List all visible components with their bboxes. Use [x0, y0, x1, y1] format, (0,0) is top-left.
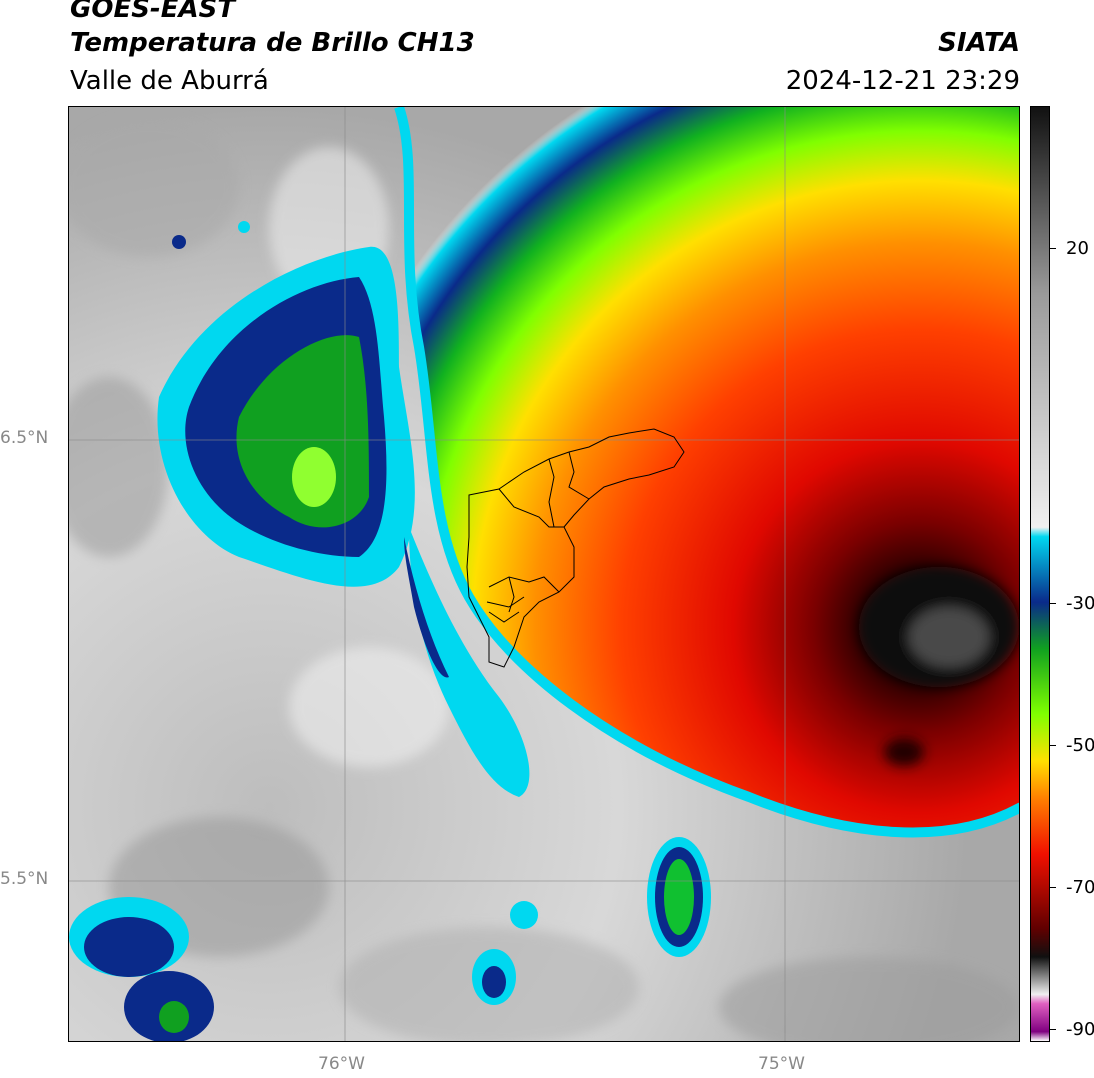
satellite-map[interactable] — [68, 106, 1020, 1042]
storm-system — [399, 107, 1019, 833]
product-title: Temperatura de Brillo CH13 — [70, 28, 475, 58]
timestamp-label: 2024-12-21 23:29 — [785, 66, 1020, 96]
colorbar-tick — [1050, 603, 1056, 604]
satellite-title: GOES-EAST — [70, 0, 236, 24]
temperature-colorbar — [1030, 106, 1050, 1042]
graticule — [69, 107, 1019, 1041]
colorbar-label-minus50: -50 — [1066, 735, 1094, 756]
colorbar-label-minus30: -30 — [1066, 593, 1094, 614]
municipal-boundaries — [466, 428, 685, 668]
scattered-cells — [69, 221, 711, 1041]
region-subtitle: Valle de Aburrá — [70, 66, 269, 96]
colorbar-tick — [1050, 248, 1056, 249]
latitude-label-south: 5.5°N — [0, 869, 49, 889]
storm-outflow-boundary — [394, 107, 1019, 838]
colorbar-tick — [1050, 745, 1056, 746]
longitude-label-west: 76°W — [318, 1054, 365, 1074]
map-canvas — [69, 107, 1019, 1041]
longitude-label-east: 75°W — [758, 1054, 805, 1074]
colorbar-tick — [1050, 887, 1056, 888]
convective-core — [859, 567, 1019, 766]
colorbar-label-minus90: -90 — [1066, 1019, 1094, 1040]
colorbar-tick — [1050, 1029, 1056, 1030]
colorbar-label-20: 20 — [1066, 238, 1089, 259]
organization-label: SIATA — [938, 28, 1020, 58]
latitude-label-north: 6.5°N — [0, 428, 49, 448]
colorbar-label-minus70: -70 — [1066, 877, 1094, 898]
west-cloud-cluster — [157, 246, 415, 587]
